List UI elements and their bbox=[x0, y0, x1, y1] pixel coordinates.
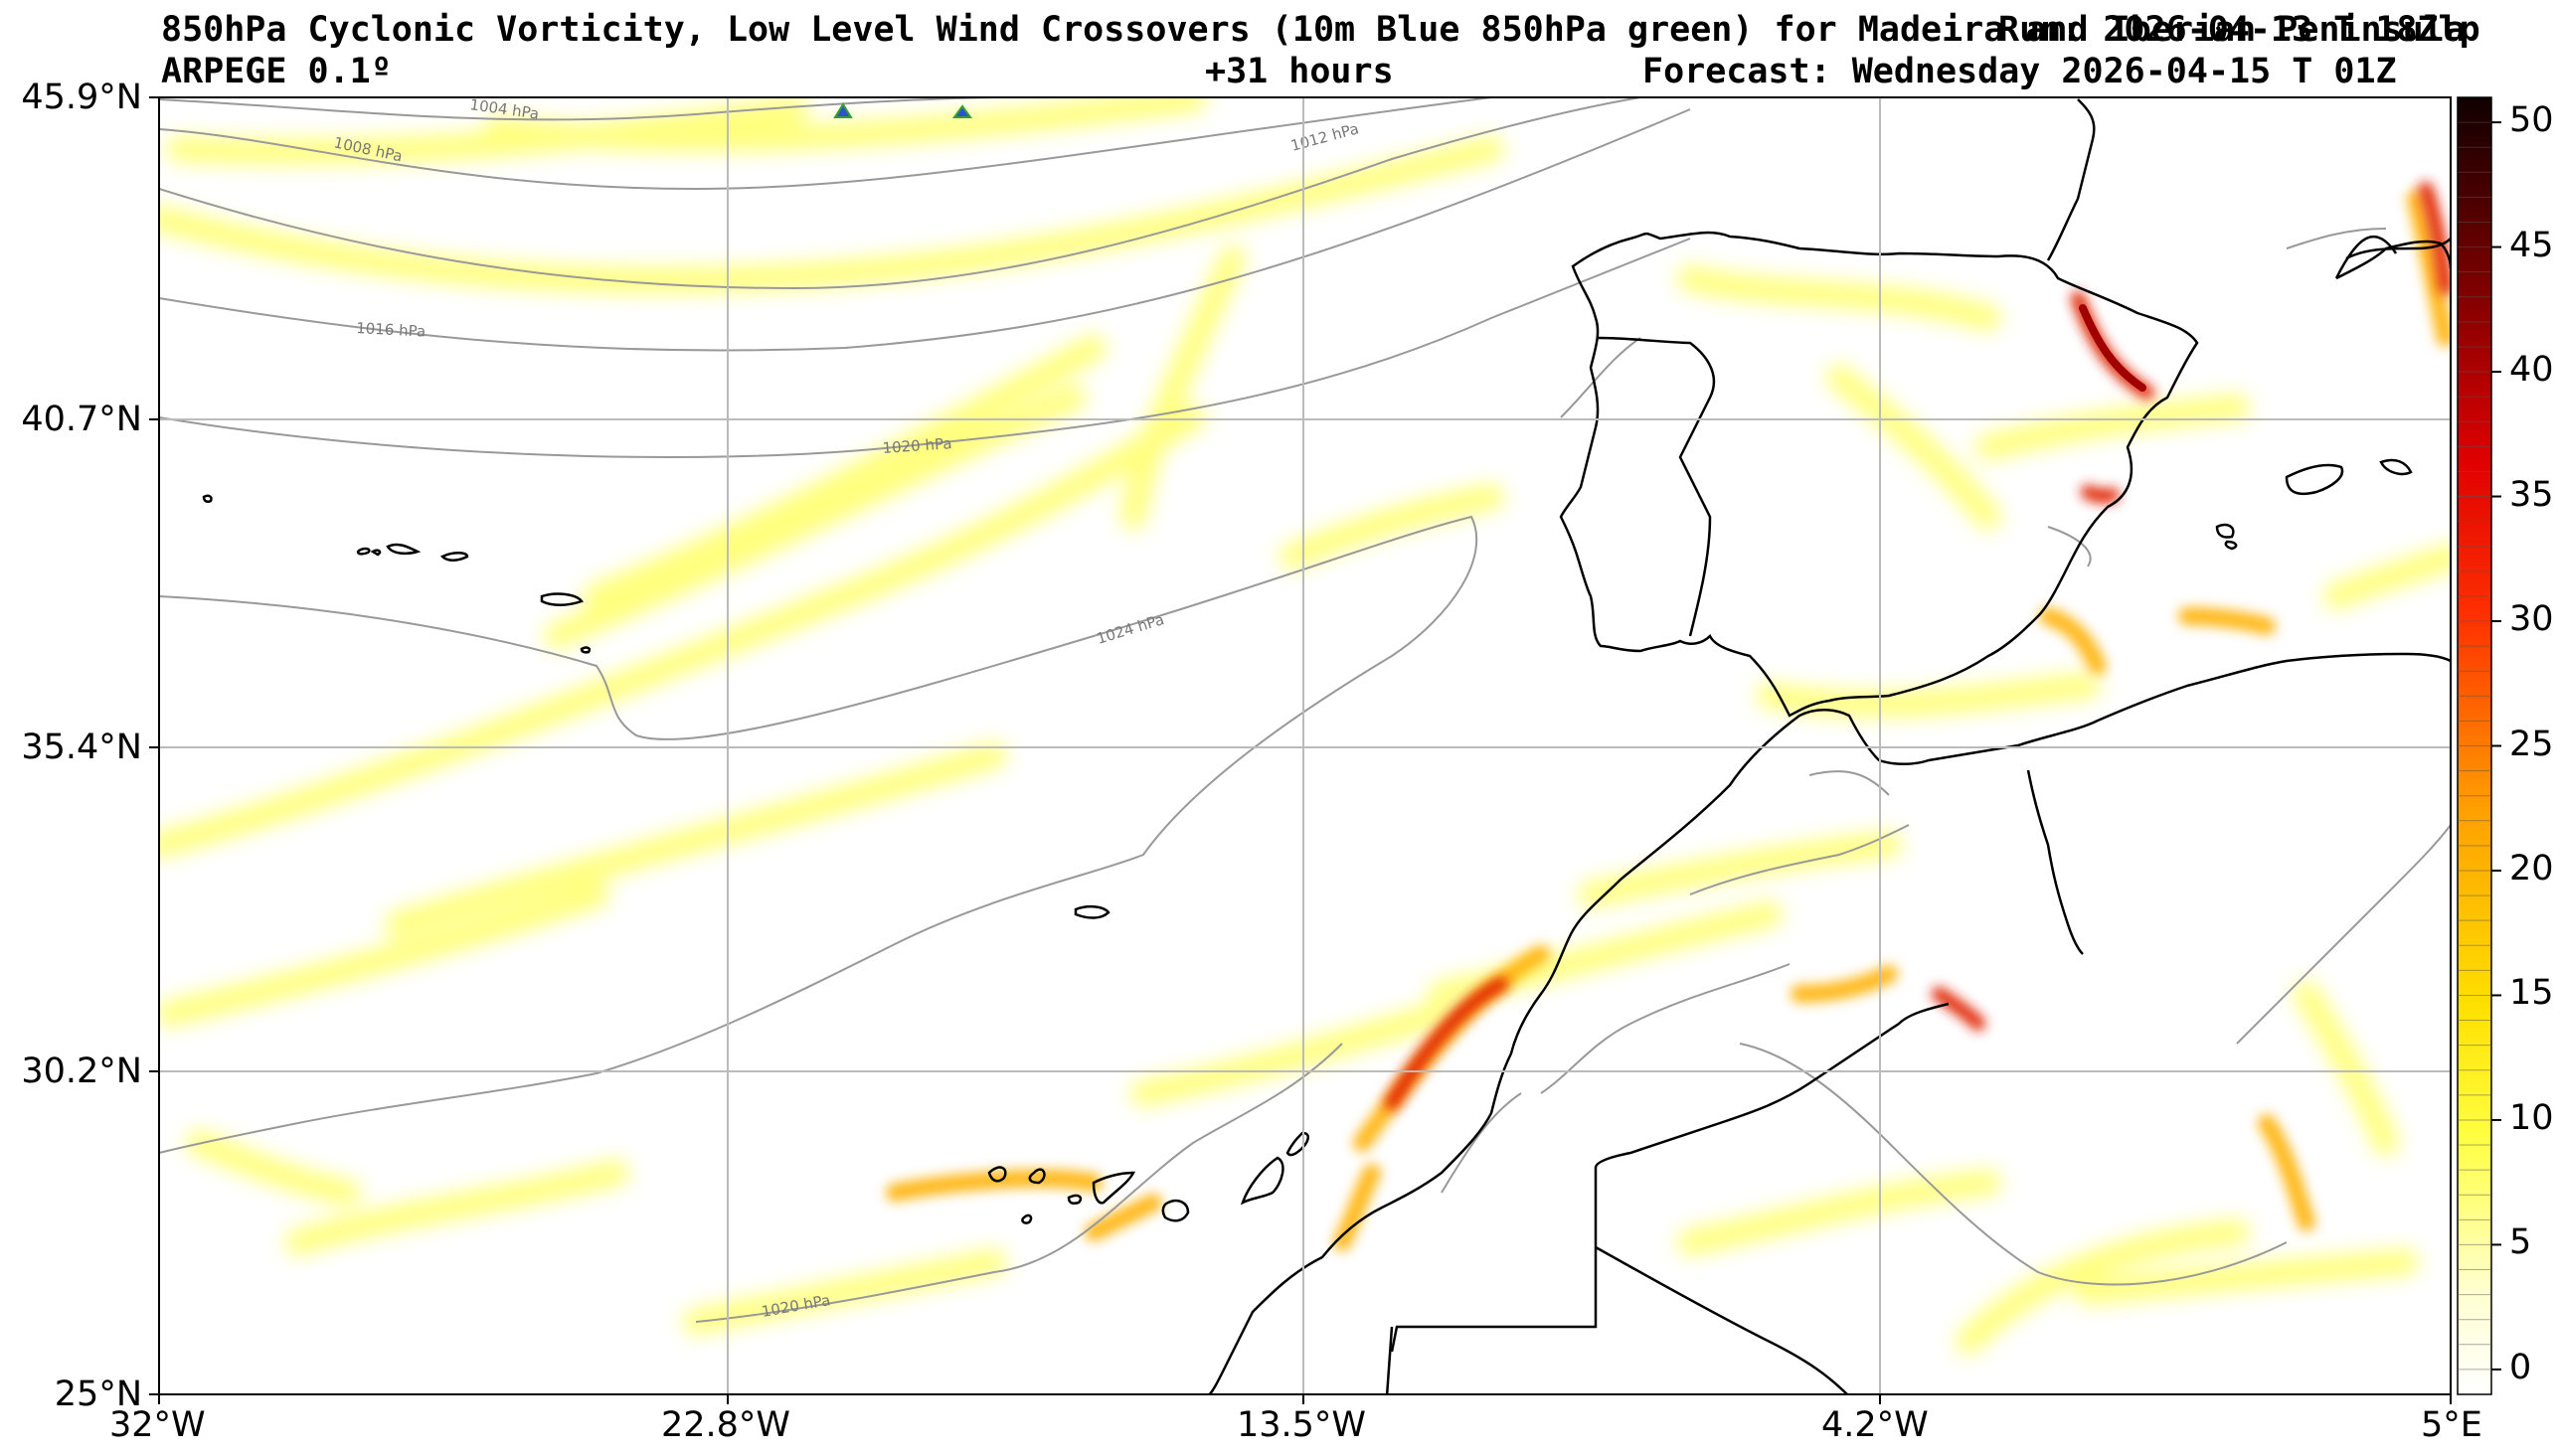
colorbar-tick-label: 15 bbox=[2509, 973, 2554, 1014]
forecast-time: Forecast: Wednesday 2026-04-15 T 01Z bbox=[1642, 52, 2397, 91]
isobar-lines bbox=[159, 97, 2451, 1323]
run-time: Run: 2026-04-13 T 18Zlp bbox=[1998, 10, 2480, 50]
map-frame bbox=[158, 96, 2452, 1395]
y-tick-label: 45.9°N bbox=[21, 78, 142, 117]
y-tick-label: 35.4°N bbox=[21, 728, 142, 767]
x-tick-label: 32°W bbox=[109, 1405, 206, 1445]
y-tick-marks bbox=[149, 96, 159, 1395]
wind-crossovers bbox=[833, 102, 972, 118]
y-tick-label: 40.7°N bbox=[21, 400, 142, 439]
x-tick-label: 22.8°W bbox=[661, 1405, 791, 1445]
colorbar-tick-label: 30 bbox=[2509, 599, 2554, 640]
isobar-label-1016: 1016 hPa bbox=[356, 319, 427, 341]
chart-title: 850hPa Cyclonic Vorticity, Low Level Win… bbox=[161, 10, 2466, 50]
model-name: ARPEGE 0.1º bbox=[161, 52, 392, 91]
x-tick-label: 13.5°W bbox=[1237, 1405, 1367, 1445]
x-tick-label: 5°E bbox=[2421, 1405, 2482, 1445]
colorbar-tick-label: 25 bbox=[2509, 724, 2554, 764]
x-tick-label: 4.2°W bbox=[1821, 1405, 1929, 1445]
y-tick-label: 30.2°N bbox=[21, 1052, 142, 1091]
colorbar-tick-label: 50 bbox=[2509, 100, 2554, 141]
colorbar bbox=[2457, 96, 2501, 1395]
x-tick-marks bbox=[158, 1394, 2452, 1404]
colorbar-tick-label: 35 bbox=[2509, 474, 2554, 515]
colorbar-tick-label: 40 bbox=[2509, 350, 2554, 391]
colorbar-tick-label: 45 bbox=[2509, 225, 2554, 265]
coastlines bbox=[202, 98, 2451, 1394]
colorbar-tick-label: 0 bbox=[2509, 1347, 2532, 1387]
lead-time: +31 hours bbox=[1205, 52, 1394, 91]
colorbar-tick-label: 10 bbox=[2509, 1097, 2554, 1138]
isobar-label-1012: 1012 hPa bbox=[1288, 119, 1360, 155]
colorbar-tick-label: 20 bbox=[2509, 848, 2554, 889]
isobar-label-1024: 1024 hPa bbox=[1095, 610, 1166, 648]
vorticity-field: 1004 hPa 1008 hPa 1012 hPa 1016 hPa 1020… bbox=[159, 97, 2451, 1394]
gridlines bbox=[159, 97, 2451, 1394]
colorbar-tick-label: 5 bbox=[2509, 1222, 2532, 1263]
y-tick-label: 25°N bbox=[54, 1375, 142, 1414]
isobar-label-1020: 1020 hPa bbox=[882, 434, 952, 457]
